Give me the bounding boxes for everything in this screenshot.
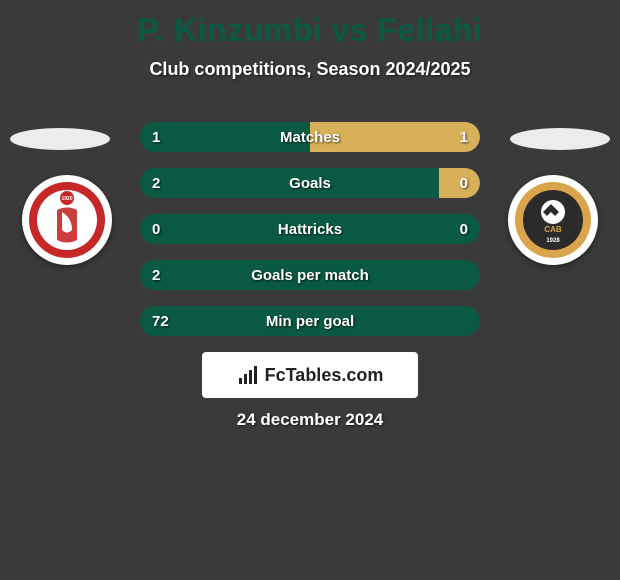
team-badge-right: CAB 1928 [508, 175, 598, 265]
team-badge-left: 1920 [22, 175, 112, 265]
stat-right-value: 1 [460, 129, 468, 146]
branding-box: FcTables.com [202, 352, 418, 398]
ellipse-left [10, 128, 110, 150]
stat-label: Goals per match [140, 267, 480, 284]
team-crest-left-icon: 1920 [27, 180, 107, 260]
stat-row: 2Goals per match [140, 260, 480, 290]
stat-label: Matches [140, 129, 480, 146]
stats-container: 1Matches12Goals00Hattricks02Goals per ma… [140, 122, 480, 352]
svg-text:1920: 1920 [61, 196, 72, 202]
page-subtitle: Club competitions, Season 2024/2025 [0, 59, 620, 80]
stat-right-value: 0 [460, 221, 468, 238]
stat-label: Goals [140, 175, 480, 192]
ellipse-right [510, 128, 610, 150]
stat-row: 72Min per goal [140, 306, 480, 336]
stat-label: Min per goal [140, 313, 480, 330]
chart-icon [237, 364, 259, 386]
stat-label: Hattricks [140, 221, 480, 238]
date-text: 24 december 2024 [0, 410, 620, 430]
svg-text:1928: 1928 [546, 238, 560, 244]
stat-right-value: 0 [460, 175, 468, 192]
branding-text: FcTables.com [265, 365, 384, 386]
stat-row: 1Matches1 [140, 122, 480, 152]
team-crest-right-icon: CAB 1928 [513, 180, 593, 260]
stat-row: 2Goals0 [140, 168, 480, 198]
svg-text:CAB: CAB [544, 225, 562, 234]
page-title: P. Kinzumbi vs Fellahi [0, 0, 620, 49]
stat-row: 0Hattricks0 [140, 214, 480, 244]
